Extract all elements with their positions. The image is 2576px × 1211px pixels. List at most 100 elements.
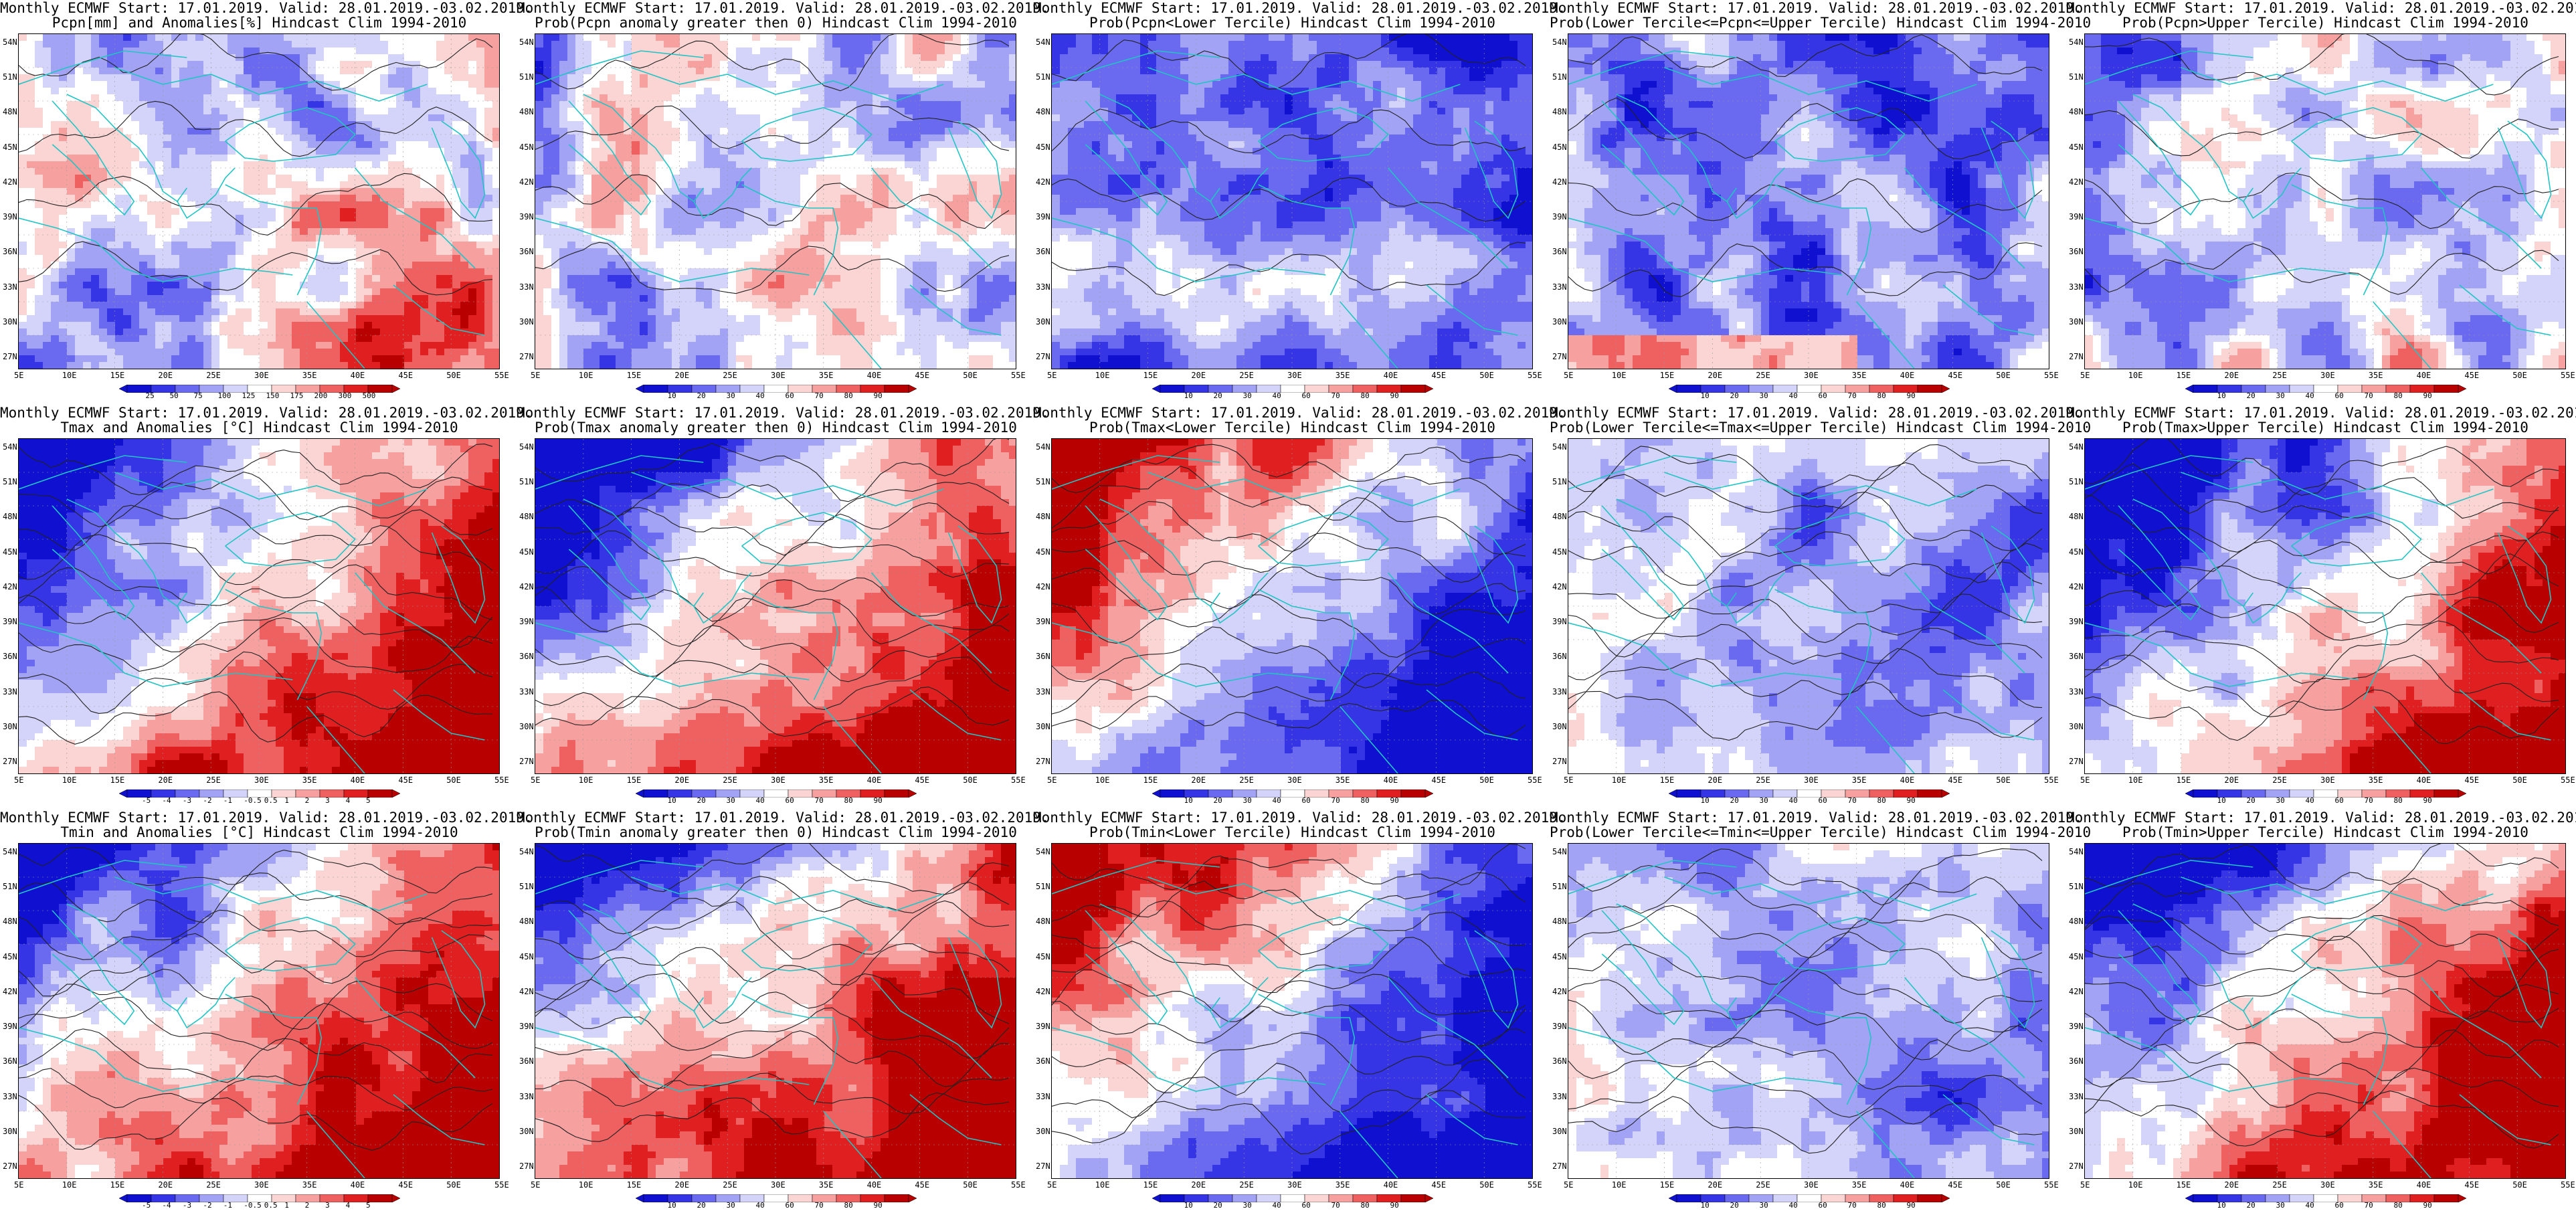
latitude-label: 36N xyxy=(519,1056,534,1066)
latitude-label: 33N xyxy=(2069,687,2084,696)
panel-title-line1: Monthly ECMWF Start: 17.01.2019. Valid: … xyxy=(2066,405,2576,421)
longitude-label: 50E xyxy=(963,371,978,380)
colorbar-label: 30 xyxy=(2276,391,2285,400)
panel-clim-title: Hindcast Clim 1994-2010 xyxy=(1301,15,1495,31)
longitude-label: 25E xyxy=(2272,1180,2287,1190)
colorbar-label: 70 xyxy=(815,1201,824,1210)
colorbar-label: 80 xyxy=(1877,391,1886,400)
colorbar-label: 80 xyxy=(2394,391,2403,400)
colorbar-label: 20 xyxy=(1730,796,1739,805)
map-field xyxy=(1052,34,1532,369)
colorbar-label: 70 xyxy=(2365,796,2373,805)
colorbar-label: 5 xyxy=(366,796,371,805)
longitude-label: 35E xyxy=(1852,371,1867,380)
latitude-label: 33N xyxy=(1552,282,1567,292)
longitude-label: 5E xyxy=(1047,371,1056,380)
colorbar-label: 60 xyxy=(2335,796,2344,805)
longitude-label: 45E xyxy=(2464,775,2479,785)
longitude-label: 20E xyxy=(1191,775,1206,785)
map-panel: Monthly ECMWF Start: 17.01.2019. Valid: … xyxy=(2066,810,2576,1211)
colorbar-label: 300 xyxy=(339,391,352,400)
longitude-label: 20E xyxy=(674,371,689,380)
longitude-label: 10E xyxy=(1095,371,1110,380)
longitude-label: 30E xyxy=(1804,1180,1819,1190)
panel-title-line1: Monthly ECMWF Start: 17.01.2019. Valid: … xyxy=(1033,0,1552,16)
longitude-label: 50E xyxy=(1479,371,1494,380)
map-field xyxy=(19,439,499,773)
forecast-map xyxy=(1568,843,2049,1179)
latitude-label: 39N xyxy=(2069,212,2084,221)
panel-title-line2: Prob(Pcpn<Lower Tercile) Hindcast Clim 1… xyxy=(1033,15,1552,31)
colorbar-label: 100 xyxy=(218,391,232,400)
colorbar-label: 80 xyxy=(1877,1201,1886,1210)
latitude-label: 33N xyxy=(1552,687,1567,696)
longitude-label: 30E xyxy=(771,1180,786,1190)
latitude-label: 48N xyxy=(1552,512,1567,521)
colorbar-label: 80 xyxy=(1361,796,1370,805)
latitude-label: 45N xyxy=(1552,547,1567,557)
colorbar-label: 2 xyxy=(305,796,310,805)
longitude-label: 55E xyxy=(494,371,509,380)
longitude-label: 55E xyxy=(2044,775,2059,785)
colorbar-label: 10 xyxy=(668,391,676,400)
longitude-label: 10E xyxy=(2128,371,2143,380)
colorbar-label: 0.5 xyxy=(264,1201,278,1210)
latitude-label: 36N xyxy=(519,247,534,256)
colorbar-label: 60 xyxy=(786,796,794,805)
latitude-label: 36N xyxy=(2069,247,2084,256)
longitude-label: 45E xyxy=(1431,371,1446,380)
colorbar-label: 90 xyxy=(1390,1201,1399,1210)
longitude-label: 40E xyxy=(1384,371,1398,380)
latitude-label: 54N xyxy=(519,37,534,47)
latitude-label: 42N xyxy=(1036,582,1050,591)
longitude-label: 25E xyxy=(2272,371,2287,380)
panel-title-line2: Prob(Lower Tercile<=Tmax<=Upper Tercile)… xyxy=(1550,420,2068,436)
longitude-label: 15E xyxy=(110,775,125,785)
panel-title-line1: Monthly ECMWF Start: 17.01.2019. Valid: … xyxy=(2066,0,2576,16)
longitude-label: 50E xyxy=(963,775,978,785)
longitude-label: 25E xyxy=(723,775,737,785)
longitude-label: 50E xyxy=(1479,775,1494,785)
colorbar-label: 30 xyxy=(1760,391,1768,400)
latitude-label: 30N xyxy=(1552,1127,1567,1136)
longitude-label: 40E xyxy=(2417,775,2431,785)
colorbar-label: 20 xyxy=(2247,796,2256,805)
longitude-label: 10E xyxy=(579,775,593,785)
longitude-label: 25E xyxy=(1239,371,1254,380)
map-panel: Monthly ECMWF Start: 17.01.2019. Valid: … xyxy=(2066,405,2576,806)
latitude-label: 48N xyxy=(3,107,17,116)
latitude-label: 51N xyxy=(1036,477,1050,486)
longitude-label: 35E xyxy=(2369,371,2383,380)
panel-clim-title: Hindcast Clim 1994-2010 xyxy=(822,420,1017,436)
map-panel: Monthly ECMWF Start: 17.01.2019. Valid: … xyxy=(517,0,1035,401)
latitude-label: 51N xyxy=(519,882,534,891)
latitude-label: 27N xyxy=(1036,757,1050,766)
longitude-label: 35E xyxy=(1336,1180,1350,1190)
colorbar-label: 40 xyxy=(2306,796,2314,805)
forecast-map xyxy=(2084,33,2566,369)
longitude-label: 15E xyxy=(627,371,642,380)
longitude-label: 50E xyxy=(1996,775,2011,785)
latitude-label: 54N xyxy=(1036,847,1050,856)
latitude-label: 39N xyxy=(3,617,17,626)
map-field xyxy=(19,844,499,1178)
longitude-label: 25E xyxy=(206,1180,221,1190)
forecast-map xyxy=(535,33,1016,369)
map-field xyxy=(1568,844,2049,1178)
longitude-label: 35E xyxy=(819,1180,834,1190)
latitude-label: 51N xyxy=(519,477,534,486)
colorbar-label: 60 xyxy=(2335,391,2344,400)
longitude-label: 30E xyxy=(771,775,786,785)
panel-clim-title: Hindcast Clim 1994-2010 xyxy=(272,15,466,31)
longitude-label: 5E xyxy=(531,1180,540,1190)
latitude-label: 51N xyxy=(1036,72,1050,82)
latitude-label: 42N xyxy=(519,582,534,591)
longitude-label: 30E xyxy=(1804,371,1819,380)
map-field xyxy=(535,844,1016,1178)
colorbar-label: 40 xyxy=(756,796,765,805)
colorbar-label: 5 xyxy=(366,1201,371,1210)
colorbar-label: 30 xyxy=(1760,796,1768,805)
longitude-label: 20E xyxy=(1708,1180,1722,1190)
